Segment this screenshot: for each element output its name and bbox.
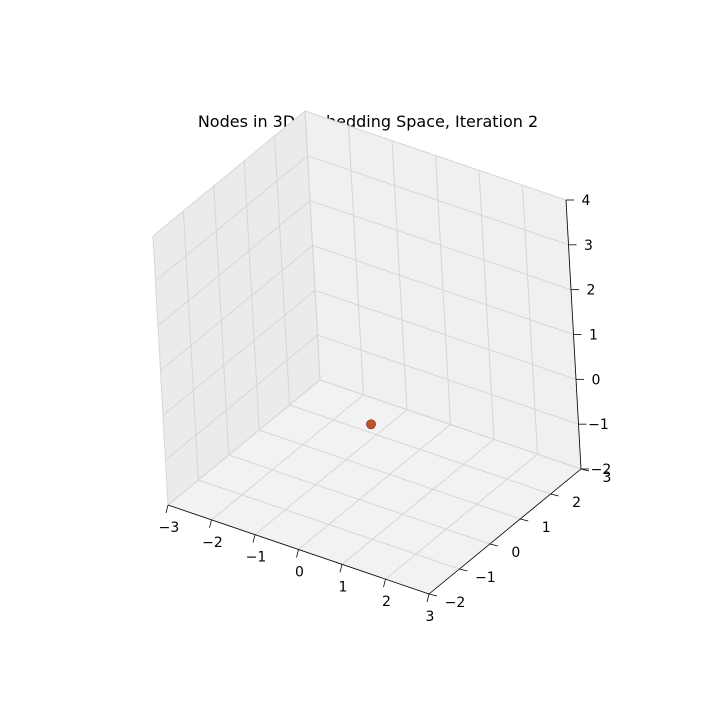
gridline-x-floor — [211, 394, 364, 521]
gridline-z-left — [167, 379, 321, 506]
gridline-z-back — [317, 334, 579, 425]
gridline-z-back — [307, 155, 569, 246]
y-tick-label: −2 — [445, 595, 466, 611]
y-tickmark — [428, 593, 438, 597]
gridline-y-floor — [259, 429, 521, 520]
x-tick-label: −1 — [246, 550, 267, 566]
gridline-z-left — [160, 245, 313, 371]
y-tickmark — [550, 493, 559, 497]
y-tickmark — [520, 518, 529, 522]
x-tick-label: 2 — [382, 594, 391, 610]
z-tick-label: 4 — [582, 193, 591, 209]
gridline-z-left — [157, 200, 311, 327]
x-tickmark — [252, 534, 256, 543]
axes — [165, 199, 590, 603]
data-point — [366, 419, 376, 430]
gridline-z-left — [165, 334, 318, 461]
y-tick-label: 0 — [511, 545, 520, 561]
y-tick-label: 3 — [603, 470, 612, 486]
x-tickmark — [339, 564, 343, 573]
x-tick-label: −3 — [159, 520, 180, 536]
y-tick-label: 1 — [542, 520, 551, 536]
chart-title: Nodes in 3D Embedding Space, Iteration 2 — [198, 112, 538, 131]
gridline-z-left — [162, 289, 316, 416]
z-tick-label: −2 — [591, 462, 612, 478]
z-tick-label: −1 — [588, 417, 609, 433]
gridline-x-floor — [298, 424, 451, 550]
gridline-z-back — [314, 289, 577, 380]
x-tickmark — [165, 504, 169, 514]
gridlines — [152, 110, 582, 595]
z-tick-label: 0 — [592, 372, 601, 388]
y-tickmark — [459, 568, 468, 572]
x-tickmark — [209, 519, 212, 528]
x-tickmark — [383, 579, 386, 588]
z-tick-label: 2 — [587, 283, 596, 299]
gridline-x-floor — [341, 438, 495, 565]
gridline-x-floor — [385, 453, 538, 580]
gridline-z-back — [309, 200, 572, 291]
gridline-y-floor — [289, 404, 551, 495]
y-axis-line — [428, 468, 582, 595]
gridline-z-back — [319, 379, 582, 470]
x-tick-label: −2 — [202, 535, 223, 551]
y-tickmark — [489, 543, 498, 547]
x-tick-label: 0 — [295, 565, 304, 581]
y-tick-label: 2 — [572, 495, 581, 511]
x-tick-label: 3 — [426, 609, 435, 625]
gridline-z-left — [152, 110, 306, 237]
gridline-z-back — [304, 110, 567, 201]
z-tick-label: 1 — [589, 328, 598, 344]
x-tick-label: 1 — [339, 579, 348, 595]
y-tick-label: −1 — [475, 570, 496, 586]
data-points — [366, 419, 376, 430]
gridline-x-floor — [254, 409, 408, 536]
gridline-y-floor — [228, 454, 490, 545]
x-tickmark — [296, 549, 299, 558]
z-tick-label: 3 — [584, 238, 593, 254]
gridline-z-back — [312, 245, 574, 335]
gridline-y-floor — [198, 479, 460, 570]
gridline-z-left — [155, 155, 308, 282]
x-tickmark — [426, 593, 430, 603]
